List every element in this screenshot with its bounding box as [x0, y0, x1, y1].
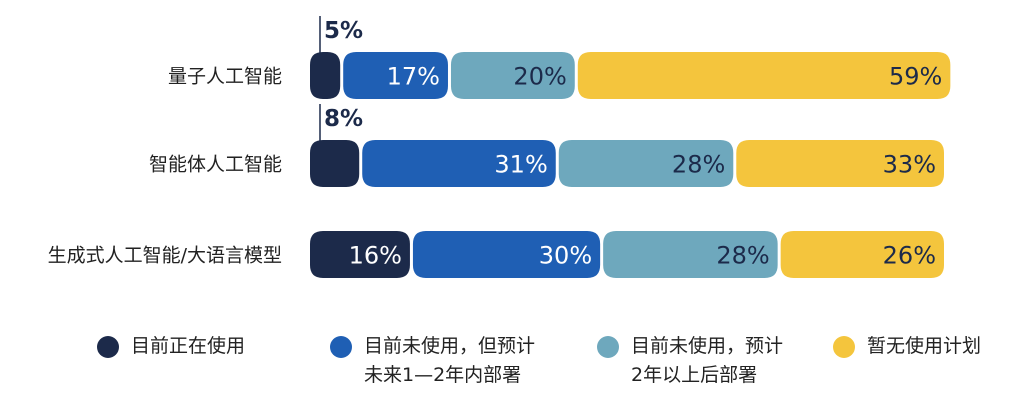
data-label: 28% [716, 242, 769, 270]
legend-label: 目前正在使用 [131, 332, 245, 361]
legend-swatch [330, 336, 352, 358]
legend-label: 目前未使用，预计 2年以上后部署 [631, 332, 783, 390]
data-label: 8% [324, 106, 363, 132]
data-label: 31% [494, 151, 547, 179]
legend-label-line: 目前未使用，但预计 [364, 335, 536, 357]
legend-item: 目前正在使用 [97, 332, 245, 361]
bar-segment [603, 231, 778, 278]
data-label: 20% [513, 63, 566, 91]
data-label: 59% [889, 63, 942, 91]
legend-label-line: 未来1—2年内部署 [364, 364, 522, 386]
bar-segment [310, 140, 360, 187]
legend-label-line: 2年以上后部署 [631, 364, 758, 386]
data-label: 26% [883, 242, 936, 270]
bar-segment [577, 52, 951, 99]
category-label: 生成式人工智能/大语言模型 [48, 245, 282, 267]
legend-item: 暂无使用计划 [833, 332, 981, 361]
legend-label-line: 目前未使用，预计 [631, 335, 784, 357]
bar-segment [558, 140, 734, 187]
legend-label-line: 暂无使用计划 [867, 335, 982, 357]
data-label: 30% [539, 242, 592, 270]
data-label: 28% [672, 151, 725, 179]
legend-swatch [833, 336, 855, 358]
bar-segment [736, 140, 944, 187]
legend-item: 目前未使用，预计 2年以上后部署 [597, 332, 783, 390]
data-label: 16% [349, 242, 402, 270]
legend-label: 目前未使用，但预计 未来1—2年内部署 [364, 332, 535, 390]
category-label: 量子人工智能 [168, 66, 282, 88]
legend-swatch [597, 336, 619, 358]
bar-segment [362, 140, 556, 187]
bar-segment [450, 52, 575, 99]
bar-segment [310, 52, 341, 99]
data-label: 17% [387, 63, 440, 91]
legend-item: 目前未使用，但预计 未来1—2年内部署 [330, 332, 535, 390]
category-label: 智能体人工智能 [149, 154, 282, 176]
bar-segment [343, 52, 448, 99]
legend-label: 暂无使用计划 [867, 332, 981, 361]
legend-label-line: 目前正在使用 [131, 335, 246, 357]
bar-segment [310, 231, 410, 278]
data-label: 33% [883, 151, 936, 179]
bar-segment [780, 231, 944, 278]
bar-segment [412, 231, 601, 278]
legend-swatch [97, 336, 119, 358]
data-label: 5% [324, 18, 363, 44]
